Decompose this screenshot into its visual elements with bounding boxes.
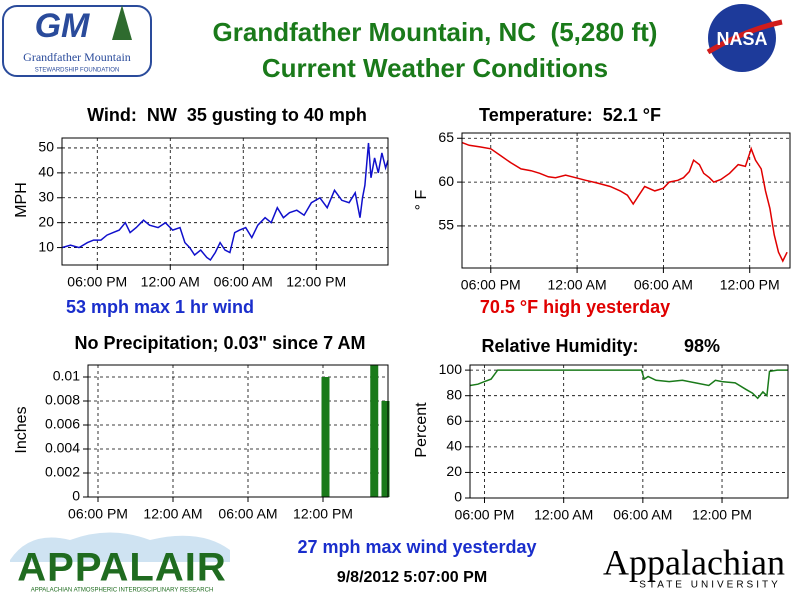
plot-area <box>470 365 788 498</box>
y-tick-label: 50 <box>38 139 54 155</box>
nasa-logo: NASA <box>706 4 783 72</box>
y-tick-label: 60 <box>438 173 454 189</box>
gm-mark: GM <box>35 7 90 45</box>
current-value: 98% <box>684 336 720 356</box>
x-tick-label: 12:00 PM <box>692 507 752 523</box>
nasa-swoosh <box>706 19 783 55</box>
x-tick-label: 12:00 AM <box>534 507 593 523</box>
annotation: 70.5 °F high yesterday <box>480 297 670 317</box>
y-tick-label: 40 <box>446 438 462 454</box>
plot-area <box>62 138 388 265</box>
gm-tree <box>112 5 132 40</box>
data-line <box>461 141 788 263</box>
y-tick-label: 0 <box>454 489 462 505</box>
y-tick-label: 65 <box>438 129 454 145</box>
y-tick-label: 0.008 <box>45 392 80 408</box>
y-axis-label: ° F <box>413 189 430 210</box>
y-tick-label: 100 <box>439 361 463 377</box>
x-tick-label: 06:00 PM <box>455 507 515 523</box>
y-tick-label: 20 <box>446 463 462 479</box>
y-tick-label: 20 <box>38 213 54 229</box>
x-tick-label: 12:00 PM <box>720 277 780 293</box>
appalair-sub: APPALACHIAN ATMOSPHERIC INTERDISCIPLINAR… <box>31 588 214 594</box>
data-line <box>469 369 788 400</box>
appalair-cloud <box>10 532 230 562</box>
y-tick-label: 10 <box>38 238 54 254</box>
y-tick-label: 30 <box>38 188 54 204</box>
bar <box>321 377 330 497</box>
asu-sub: STATE UNIVERSITY <box>639 580 781 591</box>
x-tick-label: 12:00 AM <box>548 277 607 293</box>
gm-logo: GM Grandfather Mountain STEWARDSHIP FOUN… <box>2 5 152 77</box>
x-tick-label: 06:00 PM <box>67 274 127 290</box>
header-title: Grandfather Mountain, NC (5,280 ft) <box>213 17 658 47</box>
chart-title: No Precipitation; 0.03" since 7 AM <box>75 333 366 353</box>
x-tick-label: 06:00 AM <box>218 506 277 522</box>
footer-note: 27 mph max wind yesterday <box>297 537 536 557</box>
data-line <box>61 142 389 262</box>
appalair-text: APPALAIR <box>17 546 226 590</box>
x-tick-label: 12:00 AM <box>141 274 200 290</box>
annotation: 53 mph max 1 hr wind <box>66 297 254 317</box>
x-tick-label: 06:00 PM <box>68 506 128 522</box>
y-axis-label: Inches <box>13 406 30 453</box>
gm-frame <box>2 5 152 77</box>
x-tick-label: 12:00 PM <box>293 506 353 522</box>
asu-logo: Appalachian STATE UNIVERSITY <box>603 542 785 590</box>
timestamp: 9/8/2012 5:07:00 PM <box>337 569 487 586</box>
y-axis-label: Percent <box>413 402 430 458</box>
y-tick-label: 40 <box>38 164 54 180</box>
y-tick-label: 55 <box>438 217 454 233</box>
x-tick-label: 12:00 PM <box>286 274 346 290</box>
x-tick-label: 06:00 AM <box>634 277 693 293</box>
y-tick-label: 0.004 <box>45 440 80 456</box>
appalair-logo: APPALAIR APPALACHIAN ATMOSPHERIC INTERDI… <box>10 532 230 594</box>
x-tick-label: 06:00 PM <box>461 277 521 293</box>
y-axis-label: MPH <box>13 182 30 218</box>
chart-title: Temperature: 52.1 °F <box>479 105 661 125</box>
asu-text: Appalachian <box>603 542 785 582</box>
plot-area <box>462 133 790 268</box>
y-tick-label: 0.002 <box>45 464 80 480</box>
plot-frame <box>461 132 791 269</box>
header-subtitle: Current Weather Conditions <box>262 53 608 83</box>
plot-area <box>88 365 388 497</box>
chart-title: Relative Humidity: <box>481 336 638 356</box>
plot-frame <box>87 364 389 498</box>
nasa-text: NASA <box>716 29 767 49</box>
y-tick-label: 60 <box>446 412 462 428</box>
plot-frame <box>61 137 389 266</box>
gm-sub: STEWARDSHIP FOUNDATION <box>35 68 120 74</box>
y-tick-label: 80 <box>446 386 462 402</box>
plot-frame <box>469 364 789 499</box>
nasa-circle <box>708 4 776 72</box>
y-tick-label: 0 <box>72 488 80 504</box>
x-tick-label: 06:00 AM <box>214 274 273 290</box>
bar <box>381 401 390 497</box>
y-tick-label: 0.01 <box>53 368 80 384</box>
gm-name: Grandfather Mountain <box>23 50 131 64</box>
chart-title: Wind: NW 35 gusting to 40 mph <box>87 105 367 125</box>
bar <box>370 365 379 497</box>
x-tick-label: 12:00 AM <box>143 506 202 522</box>
y-tick-label: 0.006 <box>45 416 80 432</box>
x-tick-label: 06:00 AM <box>613 507 672 523</box>
